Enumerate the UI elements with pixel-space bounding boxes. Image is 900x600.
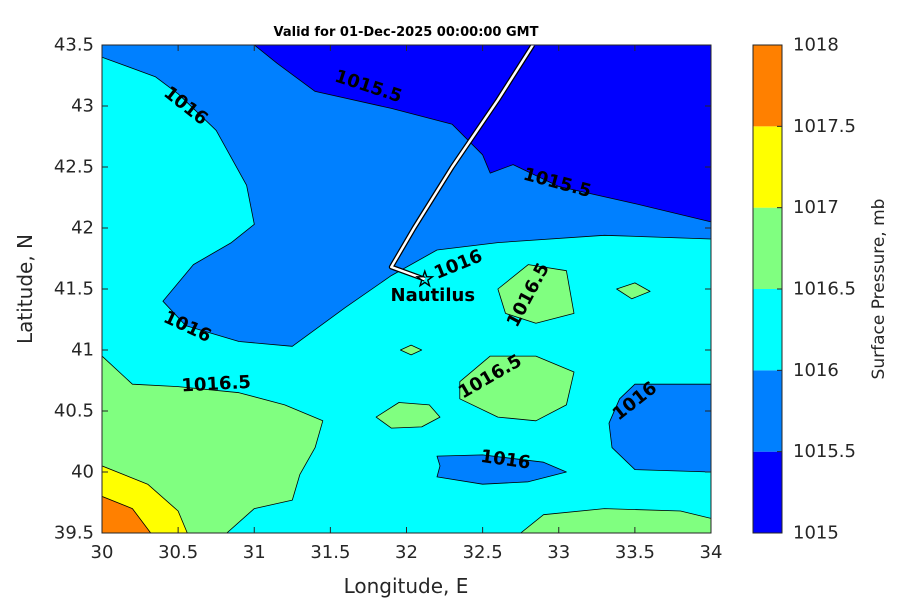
y-axis-label: Latitude, N <box>13 234 37 344</box>
contour-region-7 <box>102 495 152 533</box>
y-tick-label: 40.5 <box>54 401 94 422</box>
x-tick-label: 30 <box>91 542 114 563</box>
x-tick-label: 32 <box>395 542 418 563</box>
y-tick-label: 42.5 <box>54 157 94 178</box>
x-axis-label: Longitude, E <box>344 574 469 598</box>
station-star-icon <box>415 269 435 288</box>
y-axis: 39.5 40 40.5 41 41.5 42 42.5 43 43.5 <box>54 35 711 544</box>
station-marker-group: Nautilus <box>391 269 476 306</box>
contour-fill-regions <box>102 45 711 533</box>
contour-region-13 <box>520 508 711 533</box>
contour-region-10 <box>375 402 441 429</box>
colorbar-segment-6 <box>753 45 782 127</box>
station-name: Nautilus <box>391 285 476 306</box>
x-tick-label: 34 <box>700 542 723 563</box>
y-tick-label: 41 <box>71 340 94 361</box>
y-tick-label: 39.5 <box>54 523 94 544</box>
track-line <box>390 45 534 281</box>
contour-region-11 <box>616 282 651 300</box>
colorbar-segment-5 <box>753 126 782 208</box>
colorbar-segment-4 <box>753 207 782 289</box>
colorbar-tick-label: 1017 <box>793 197 839 218</box>
colorbar-label: Surface Pressure, mb <box>869 199 889 380</box>
ship-track <box>388 45 536 282</box>
y-tick-label: 41.5 <box>54 279 94 300</box>
contour-region-9 <box>497 264 575 324</box>
colorbar-tick-label: 1016.5 <box>793 279 856 300</box>
y-tick-label: 42 <box>71 218 94 239</box>
colorbar-segment-3 <box>753 289 782 371</box>
x-tick-label: 31.5 <box>310 542 350 563</box>
colorbar-tick-label: 1015 <box>793 523 839 544</box>
x-tick-label: 31 <box>243 542 266 563</box>
colorbar: 1015 1015.5 1016 1016.5 1017 1017.5 1018 <box>752 35 856 544</box>
colorbar-segment-2 <box>753 370 782 452</box>
x-axis: 30 30.5 31 31.5 32 32.5 33 33.5 34 <box>91 45 723 563</box>
colorbar-tick-label: 1017.5 <box>793 116 856 137</box>
contour-region-12 <box>399 344 423 356</box>
colorbar-segment-1 <box>753 451 782 533</box>
y-tick-label: 40 <box>71 462 94 483</box>
y-tick-label: 43 <box>71 96 94 117</box>
plot-area <box>102 45 711 533</box>
contour-region-8 <box>459 355 575 422</box>
x-tick-label: 33.5 <box>615 542 655 563</box>
colorbar-tick-label: 1016 <box>793 360 839 381</box>
y-tick-label: 43.5 <box>54 35 94 56</box>
contour-region-4 <box>436 454 567 485</box>
contour-region-5 <box>102 355 324 533</box>
colorbar-tick-label: 1018 <box>793 35 839 56</box>
x-tick-label: 30.5 <box>158 542 198 563</box>
contour-region-2 <box>253 45 711 223</box>
contour-region-3 <box>608 383 711 473</box>
colorbar-tick-label: 1015.5 <box>793 441 856 462</box>
x-tick-label: 33 <box>547 542 570 563</box>
x-tick-label: 32.5 <box>463 542 503 563</box>
contour-label-10: 1016.5 <box>181 372 251 397</box>
chart-title: Valid for 01-Dec-2025 00:00:00 GMT <box>274 25 539 40</box>
